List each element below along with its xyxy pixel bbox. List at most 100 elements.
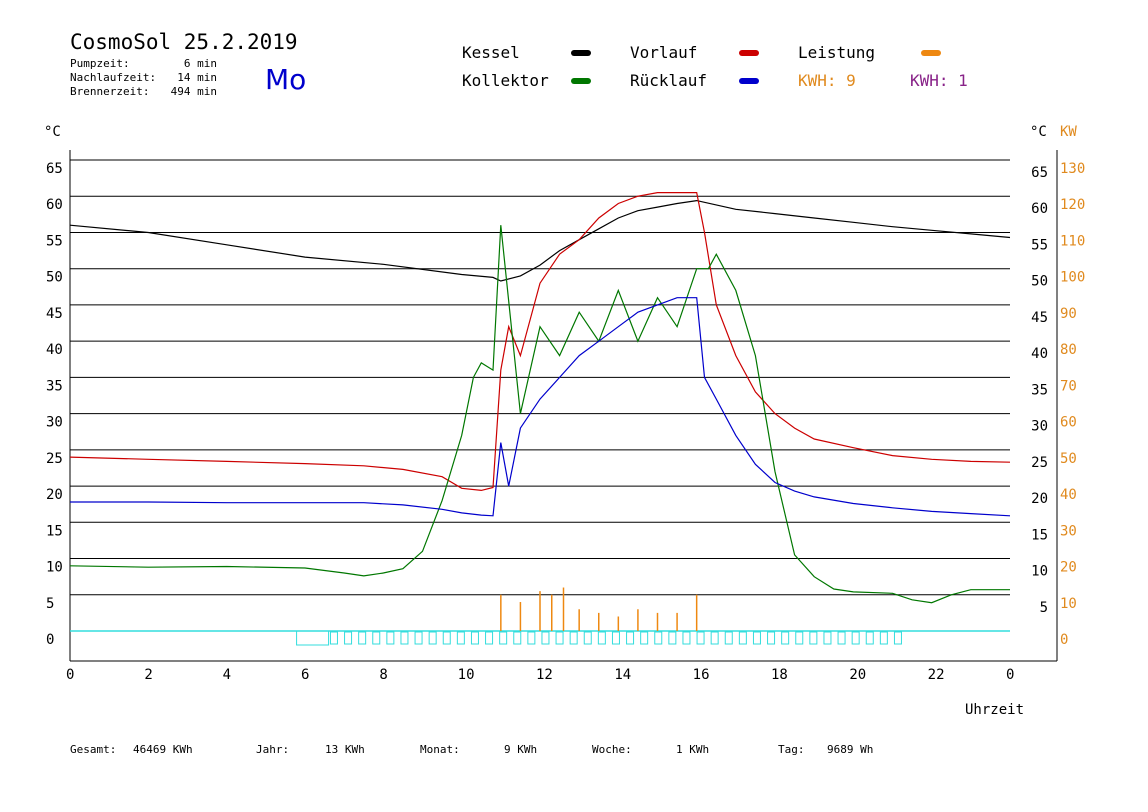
y-left-tick-label: 50 [46,270,63,286]
baseline-box [597,631,606,645]
legend-kollektor-swatch [571,78,591,84]
baseline-box [809,631,818,645]
y-right-kw-tick-label: 90 [1060,306,1077,322]
header: CosmoSol 25.2.2019 Pumpzeit: 6 min Nachl… [70,30,306,98]
x-tick-label: 0 [66,667,74,683]
y-right-kw-tick-label: 40 [1060,487,1077,503]
y-right-kw-unit: KW [1060,124,1077,140]
series-line-kollektor [69,225,1010,604]
y-right-c-tick-label: 45 [1031,310,1048,326]
y-left-tick-label: 60 [46,197,63,213]
x-tick-label: 18 [771,667,788,683]
y-left-tick-label: 35 [46,378,63,394]
y-right-c-unit: °C [1030,124,1047,140]
baseline-box [752,631,761,645]
baseline-box [527,631,536,645]
baseline-box [724,631,733,645]
chart-title: CosmoSol 25.2.2019 [70,30,298,54]
y-right-kw-tick-label: 60 [1060,415,1077,431]
pumpzeit-value: 6 min [184,57,217,70]
baseline-box [414,631,423,645]
baseline-box [795,631,804,645]
y-left-tick-label: 25 [46,451,63,467]
legend-leistung-swatch [921,50,941,56]
baseline-box [851,631,860,645]
x-ticks: 0 2 4 6 8 10 12 14 16 18 20 22 0 [66,667,1014,683]
x-tick-label: 8 [379,667,387,683]
footer: Gesamt: 46469 KWh Jahr: 13 KWh Monat: 9 … [70,743,873,756]
footer-monat-value: 9 KWh [504,743,537,756]
y-left-tick-label: 65 [46,161,63,177]
baseline-box [865,631,874,645]
series-line-ruecklauf [70,297,1011,517]
legend-vorlauf-label: Vorlauf [630,43,697,62]
baseline-box [358,631,367,645]
brennerzeit-value: 494 min [171,85,217,98]
axis-units: °C °C KW Uhrzeit [44,124,1077,718]
y-right-c-tick-label: 60 [1031,201,1048,217]
y-right-c-tick-label: 20 [1031,491,1048,507]
baseline-box [400,631,409,645]
footer-jahr-label: Jahr: [256,743,289,756]
baseline-box [654,631,663,645]
y-right-kw-tick-label: 100 [1060,270,1085,286]
baseline-box [738,631,747,645]
y-right-kw-tick-label: 50 [1060,451,1077,467]
y-left-unit: °C [44,124,61,140]
y-right-kw-tick-label: 10 [1060,596,1077,612]
baseline-box [640,631,649,645]
baseline-box [626,631,635,645]
baseline-box [344,631,353,645]
legend-kessel-swatch [571,50,591,56]
legend-kessel-label: Kessel [462,43,520,62]
brennerzeit-label: Brennerzeit: [70,85,149,98]
baseline-box [499,631,508,645]
x-tick-label: 12 [536,667,553,683]
series-line-vorlauf [69,192,1011,492]
y-right-kw-ticks: 0 10 20 30 40 50 60 70 80 90 100 110 120 130 [1060,161,1085,648]
baseline-box [470,631,479,645]
baseline-box [569,631,578,645]
baseline-box [682,631,691,645]
legend-kwh-purple: KWH: 1 [910,71,968,90]
x-tick-label: 20 [849,667,866,683]
baseline-box [583,631,592,645]
baseline-box [372,631,381,645]
y-left-tick-label: 45 [46,306,63,322]
weekday-label: Mo [265,63,306,96]
y-left-tick-label: 30 [46,415,63,431]
nachlaufzeit-label: Nachlaufzeit: [70,71,156,84]
footer-jahr-value: 13 KWh [325,743,365,756]
footer-woche-label: Woche: [592,743,632,756]
y-right-kw-tick-label: 20 [1060,560,1077,576]
x-tick-label: 22 [928,667,945,683]
y-right-kw-tick-label: 30 [1060,523,1077,539]
x-tick-label: 2 [144,667,152,683]
baseline-box [555,631,564,645]
y-left-ticks: 0 5 10 15 20 25 30 35 40 45 50 55 60 65 [46,161,63,648]
baseline-box [513,631,522,645]
pumpzeit-label: Pumpzeit: [70,57,130,70]
x-tick-label: 16 [693,667,710,683]
y-left-tick-label: 15 [46,523,63,539]
y-right-c-tick-label: 50 [1031,274,1048,290]
footer-tag-value: 9689 Wh [827,743,873,756]
y-right-c-ticks: 5 10 15 20 25 30 35 40 45 50 55 60 65 [1031,165,1048,616]
footer-gesamt-value: 46469 KWh [133,743,193,756]
y-right-c-tick-label: 15 [1031,527,1048,543]
baseline-box [485,631,494,645]
x-tick-label: 10 [458,667,475,683]
y-right-c-tick-label: 55 [1031,237,1048,253]
y-right-kw-tick-label: 70 [1060,378,1077,394]
y-left-tick-label: 5 [46,596,54,612]
x-tick-label: 14 [614,667,631,683]
footer-tag-label: Tag: [778,743,805,756]
y-right-c-tick-label: 65 [1031,165,1048,181]
footer-woche-value: 1 KWh [676,743,709,756]
baseline-box [386,631,395,645]
y-right-kw-tick-label: 110 [1060,233,1085,249]
baseline-boxes [296,630,902,646]
y-right-kw-tick-label: 130 [1060,161,1085,177]
x-tick-label: 4 [223,667,231,683]
